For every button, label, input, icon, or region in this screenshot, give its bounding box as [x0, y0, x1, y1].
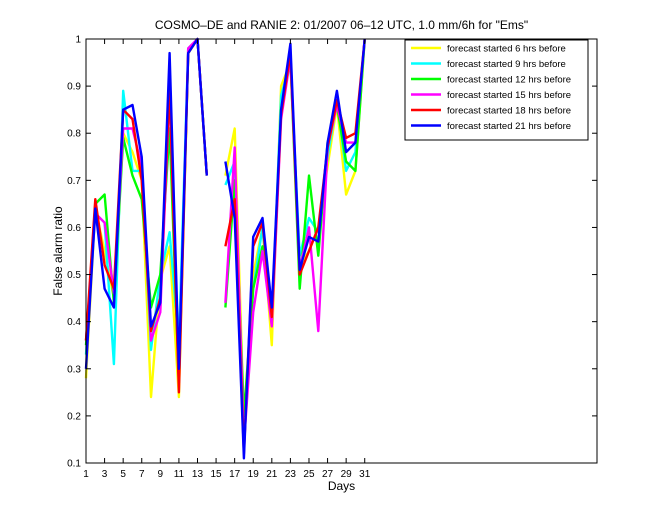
- y-tick-label: 0.8: [67, 129, 81, 140]
- legend-entry-2: forecast started 9 hrs before: [447, 59, 566, 70]
- legend: forecast started 6 hrs before forecast st…: [404, 39, 589, 141]
- series-line-6-segment-2: [224, 38, 366, 460]
- x-tick-label: 11: [174, 469, 185, 480]
- x-tick-label: 23: [285, 469, 297, 480]
- x-tick-label: 13: [192, 469, 204, 480]
- y-tick-label: 1: [75, 35, 81, 46]
- legend-entry-3: forecast started 12 hrs before: [447, 75, 571, 86]
- axes-frame: [85, 38, 598, 464]
- x-tick-label: 9: [158, 469, 164, 480]
- x-tick-label: 19: [248, 469, 260, 480]
- x-tick-label: 1: [83, 469, 89, 480]
- legend-entry-5: forecast started 18 hrs before: [447, 106, 571, 117]
- legend-entry-4: forecast started 15 hrs before: [447, 90, 571, 101]
- y-tick-label: 0.4: [67, 317, 81, 328]
- x-tick-label: 31: [359, 469, 371, 480]
- x-axis-label: Days: [328, 479, 355, 493]
- x-tick-label: 27: [322, 469, 334, 480]
- axes-layer: 1 3 5 7 9 11 13 15 17 19 21 23 25 27 29 310.10.20.30.40…: [67, 35, 598, 480]
- x-tick-label: 17: [229, 469, 241, 480]
- x-tick-label: 15: [211, 469, 223, 480]
- x-tick-label: 25: [303, 469, 315, 480]
- legend-entry-6: forecast started 21 hrs before: [447, 121, 571, 132]
- legend-entry-1: forecast started 6 hrs before: [447, 44, 566, 55]
- y-tick-label: 0.7: [67, 176, 81, 187]
- series-line-6-segment-1: [84, 37, 208, 370]
- x-tick-label: 7: [139, 469, 145, 480]
- y-tick-label: 0.2: [67, 411, 81, 422]
- x-tick-label: 29: [341, 469, 353, 480]
- x-tick-label: 5: [120, 469, 126, 480]
- chart-title: COSMO–DE and RANIE 2: 01/2007 06–12 UTC,…: [155, 18, 528, 32]
- y-tick-label: 0.6: [67, 223, 81, 234]
- series-layer: [84, 37, 366, 460]
- y-tick-label: 0.9: [67, 82, 81, 93]
- x-tick-label: 21: [266, 469, 278, 480]
- y-tick-label: 0.1: [67, 459, 81, 470]
- y-axis-label: False alarm ratio: [51, 206, 65, 296]
- y-tick-label: 0.3: [67, 364, 81, 375]
- x-tick-label: 3: [102, 469, 108, 480]
- legend-box: [404, 39, 589, 141]
- y-tick-label: 0.5: [67, 270, 81, 281]
